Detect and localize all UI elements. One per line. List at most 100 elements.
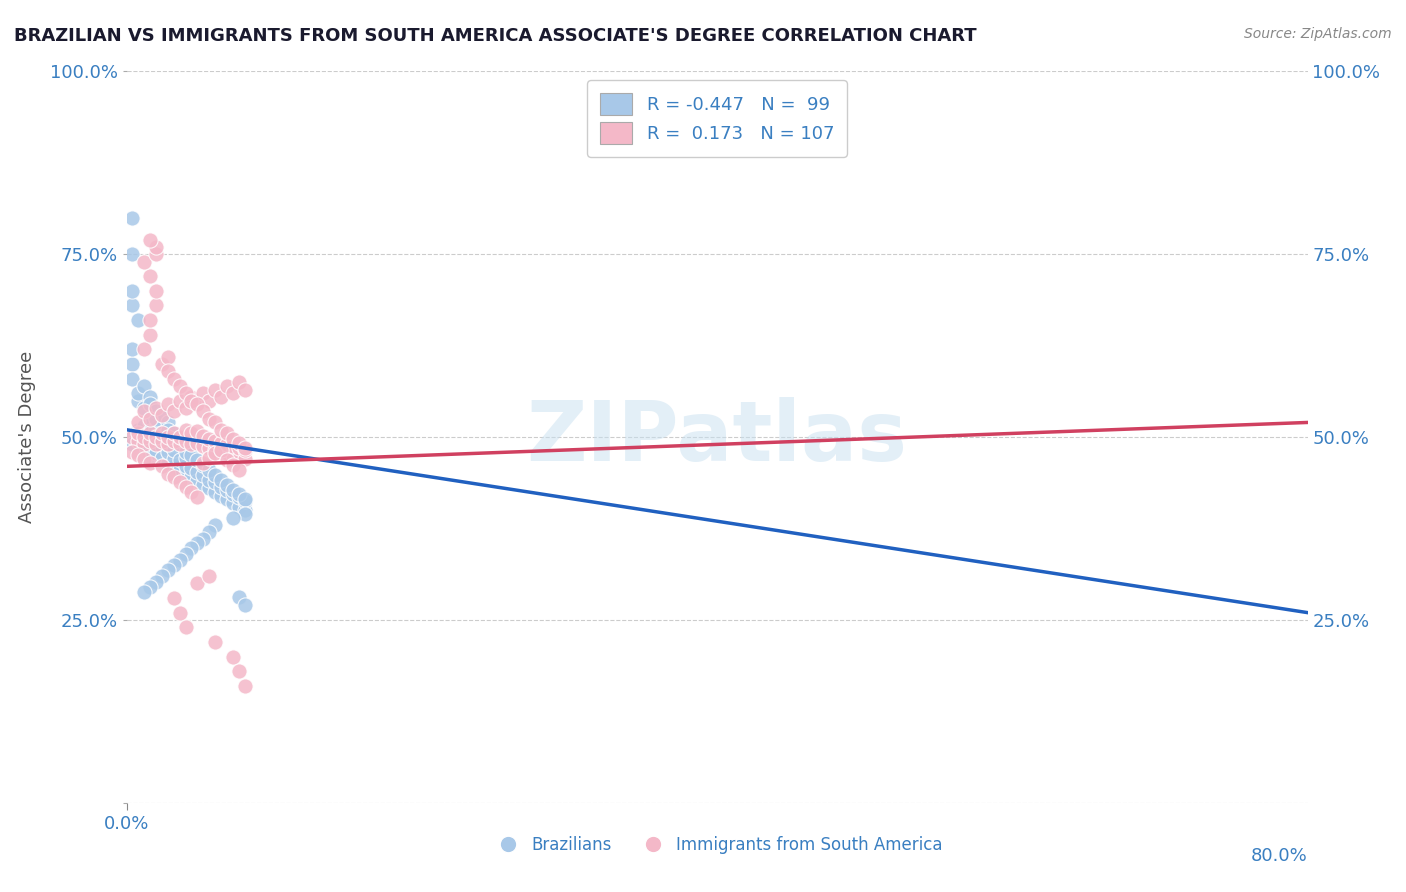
Point [228,490,250,504]
Point [209,473,232,487]
Point [127,434,149,448]
Point [228,441,250,455]
Point [169,606,191,620]
Point [163,426,186,441]
Point [186,436,208,450]
Point [204,446,226,460]
Point [180,460,202,475]
Point [204,383,226,397]
Point [169,475,191,490]
Point [169,463,191,477]
Point [209,423,232,437]
Point [121,430,143,444]
Point [139,397,162,411]
Point [127,426,149,441]
Point [139,441,162,455]
Point [222,439,245,453]
Point [163,404,186,418]
Point [156,364,179,378]
Point [145,437,167,451]
Point [156,416,179,430]
Point [145,404,167,418]
Point [169,430,191,444]
Point [222,496,245,510]
Point [163,371,186,385]
Point [139,580,162,594]
Point [233,503,256,517]
Point [145,284,167,298]
Point [233,494,256,508]
Point [134,419,156,434]
Point [139,424,162,438]
Point [228,500,250,514]
Point [198,441,221,455]
Point [204,434,226,448]
Point [209,444,232,458]
Point [145,430,167,444]
Point [186,465,208,479]
Point [198,412,221,426]
Point [156,430,179,444]
Point [156,467,179,481]
Point [222,649,245,664]
Point [127,393,149,408]
Point [156,456,179,470]
Point [150,432,173,446]
Point [193,477,215,491]
Point [233,383,256,397]
Point [145,401,167,415]
Point [150,426,173,441]
Point [233,443,256,458]
Point [198,450,221,465]
Point [174,450,197,465]
Point [163,558,186,573]
Point [145,428,167,442]
Point [169,453,191,467]
Point [198,393,221,408]
Point [180,470,202,484]
Point [215,477,238,491]
Point [222,487,245,501]
Point [127,386,149,401]
Point [145,574,167,589]
Point [156,563,179,577]
Point [150,408,173,422]
Point [193,428,215,442]
Point [139,456,162,470]
Point [134,404,156,418]
Point [139,412,162,426]
Point [204,443,226,458]
Point [215,492,238,507]
Point [186,397,208,411]
Point [222,448,245,462]
Point [198,569,221,583]
Point [204,416,226,430]
Point [156,437,179,451]
Point [121,298,143,312]
Point [134,452,156,467]
Point [134,430,156,444]
Point [198,525,221,540]
Point [228,590,250,604]
Point [121,371,143,385]
Point [215,379,238,393]
Point [134,379,156,393]
Point [150,434,173,448]
Point [174,480,197,494]
Point [186,576,208,591]
Point [222,510,245,524]
Point [150,357,173,371]
Point [204,635,226,649]
Point [198,481,221,495]
Point [222,386,245,401]
Point [198,463,221,477]
Point [163,470,186,484]
Point [186,424,208,438]
Point [145,446,167,460]
Point [174,437,197,451]
Point [228,376,250,390]
Point [198,473,221,487]
Point [204,468,226,483]
Point [215,426,238,441]
Point [139,448,162,462]
